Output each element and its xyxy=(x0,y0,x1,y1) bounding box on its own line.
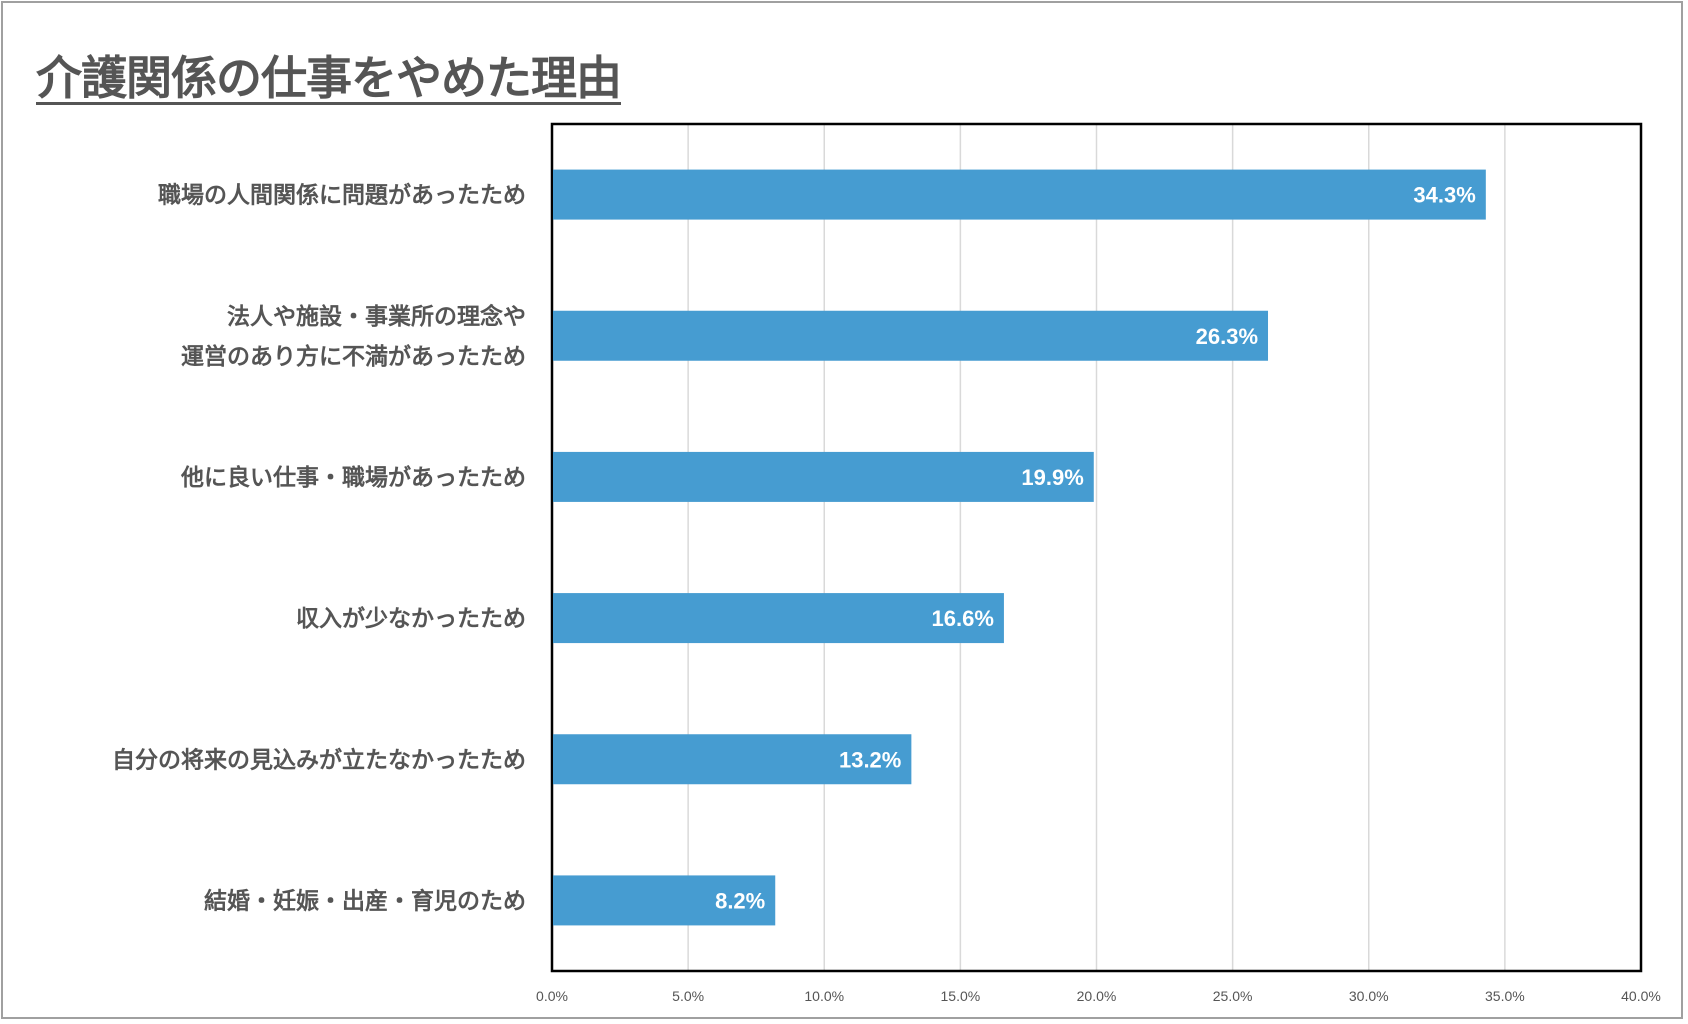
data-label: 34.3% xyxy=(1413,183,1475,208)
x-tick-label: 10.0% xyxy=(804,988,844,1004)
category-label: 自分の将来の見込みが立たなかったため xyxy=(112,746,526,773)
bar xyxy=(553,451,1094,502)
category-label: 職場の人間関係に問題があったため xyxy=(158,182,526,209)
bar xyxy=(553,593,1004,644)
category-label: 運営のあり方に不満があったため xyxy=(181,343,526,370)
data-label: 26.3% xyxy=(1196,324,1258,349)
x-tick-label: 35.0% xyxy=(1485,988,1525,1004)
data-label: 8.2% xyxy=(715,888,765,913)
category-label: 収入が少なかったため xyxy=(296,605,526,632)
data-label: 16.6% xyxy=(932,606,994,631)
x-tick-label: 25.0% xyxy=(1213,988,1253,1004)
category-label: 結婚・妊娠・出産・育児のため xyxy=(204,887,526,914)
x-tick-label: 5.0% xyxy=(672,988,704,1004)
x-tick-label: 15.0% xyxy=(941,988,981,1004)
category-label: 法人や施設・事業所の理念や xyxy=(227,303,526,330)
bar xyxy=(553,734,912,785)
x-tick-label: 20.0% xyxy=(1077,988,1117,1004)
bar xyxy=(553,310,1269,361)
category-label: 他に良い仕事・職場があったため xyxy=(180,464,526,491)
plot-area-border xyxy=(550,122,1643,973)
data-label: 13.2% xyxy=(839,747,901,772)
chart-title: 介護関係の仕事をやめた理由 xyxy=(36,51,622,105)
x-tick-label: 0.0% xyxy=(536,988,568,1004)
bar xyxy=(553,875,776,926)
x-tick-label: 40.0% xyxy=(1621,988,1661,1004)
data-label: 19.9% xyxy=(1021,465,1083,490)
x-tick-label: 30.0% xyxy=(1349,988,1389,1004)
bar xyxy=(553,169,1486,220)
